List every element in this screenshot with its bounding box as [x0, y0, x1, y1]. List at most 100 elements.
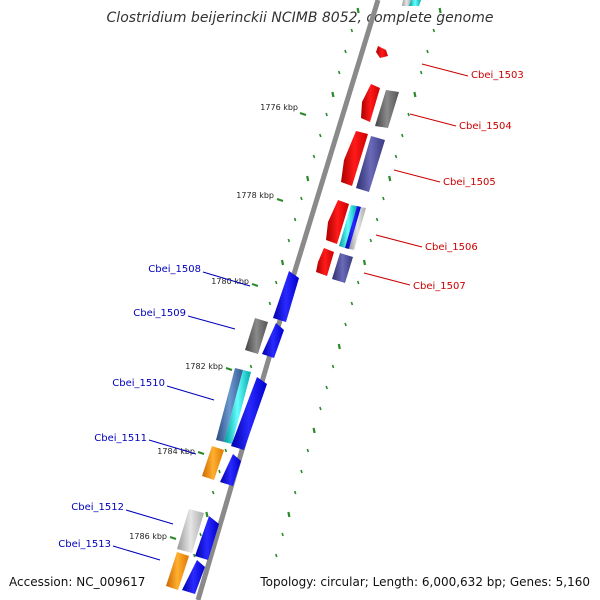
gene-feature-cbei-1512-lgray[interactable]	[177, 509, 204, 553]
scale-tick-label: 1778 kbp	[236, 191, 274, 200]
track-tick	[407, 112, 410, 117]
label-leader	[409, 113, 457, 127]
gene-feature-partial[interactable]	[402, 0, 411, 6]
accession-text: Accession: NC_009617	[9, 575, 145, 589]
track-tick	[419, 70, 423, 75]
track-tick	[319, 133, 322, 138]
scale-tick-label: 1784 kbp	[157, 447, 195, 456]
gene-feature-cbei-1509-blue[interactable]	[262, 323, 284, 358]
track-tick	[281, 532, 284, 537]
gene-feature-partial[interactable]	[409, 0, 421, 6]
gene-feature-cbei-1510-blue[interactable]	[231, 377, 267, 450]
gene-feature-cbei-1510-steel[interactable]	[216, 368, 243, 442]
gene-feature-cbei-1504-red[interactable]	[361, 84, 380, 122]
label-leader	[187, 315, 236, 330]
scale-tick-mark	[299, 112, 307, 116]
track-tick	[344, 49, 347, 54]
gene-feature-cbei-1505-purple[interactable]	[356, 136, 385, 192]
scale-ticks: 1776 kbp 1778 kbp 1780 kbp 1782 kbp 1784…	[129, 103, 307, 541]
track-tick	[306, 448, 310, 453]
track-tick	[325, 112, 328, 117]
label-leader	[421, 63, 469, 77]
gene-feature-cbei-1508-blue[interactable]	[273, 271, 299, 322]
track-tick	[401, 133, 404, 138]
track-tick	[293, 490, 297, 495]
track-tick	[382, 196, 385, 201]
gene-feature-cbei-1511-blue[interactable]	[220, 454, 241, 486]
label-leader	[375, 234, 423, 248]
gene-label-cbei-1505[interactable]: Cbei_1505	[443, 177, 496, 188]
scale-tick-mark	[197, 451, 205, 455]
track-tick	[375, 217, 379, 222]
gene-feature-cbei-1505-red[interactable]	[341, 131, 368, 186]
scale-tick-label: 1782 kbp	[185, 362, 223, 371]
topology-text: Topology: circular; Length: 6,000,632 bp…	[259, 575, 590, 589]
track-tick	[325, 385, 328, 390]
track-tick	[218, 469, 221, 474]
track-tick	[249, 364, 253, 369]
track-tick	[432, 28, 436, 33]
map-title: Clostridium beijerinckii NCIMB 8052, com…	[107, 10, 494, 26]
gene-feature-cbei-1506-lgray[interactable]	[349, 207, 366, 250]
track-tick	[275, 553, 278, 558]
gene-feature-cbei-1511-orange[interactable]	[202, 446, 224, 480]
gene-feature-cbei-1513-blue[interactable]	[182, 560, 205, 594]
track-tick	[293, 217, 297, 222]
track-tick	[280, 259, 285, 266]
track-tick	[388, 175, 392, 182]
track-tick	[350, 301, 354, 306]
scale-tick-label: 1776 kbp	[260, 103, 298, 112]
track-tick	[356, 7, 360, 14]
reverse-strand-features	[166, 271, 299, 594]
track-tick	[394, 154, 398, 159]
track-tick	[306, 175, 310, 182]
track-tick	[287, 511, 291, 518]
gene-label-cbei-1507[interactable]: Cbei_1507	[413, 281, 466, 292]
gene-label-cbei-1508[interactable]: Cbei_1508	[148, 264, 201, 275]
track-tick	[331, 91, 335, 98]
gene-label-cbei-1506[interactable]: Cbei_1506	[425, 242, 478, 253]
gene-feature-cbei-1506-red[interactable]	[326, 200, 349, 244]
scale-tick-label: 1780 kbp	[211, 277, 249, 286]
gene-label-cbei-1504[interactable]: Cbei_1504	[459, 121, 512, 132]
label-leader	[363, 272, 411, 286]
track-tick	[300, 196, 303, 201]
track-tick	[274, 280, 278, 285]
gene-feature-cbei-1507-red[interactable]	[316, 248, 334, 276]
track-tick	[224, 448, 228, 453]
gene-feature-cbei-1506-blue[interactable]	[345, 206, 361, 249]
gene-label-cbei-1513[interactable]: Cbei_1513	[58, 539, 111, 550]
scale-tick-mark	[276, 198, 284, 202]
gene-feature-cbei-1513-orange[interactable]	[166, 552, 189, 590]
track-tick	[331, 364, 335, 369]
label-leader	[112, 545, 161, 561]
gene-feature-cbei-1509-gray[interactable]	[245, 318, 268, 354]
gene-feature-cbei-1506-cyan[interactable]	[339, 205, 357, 248]
track-tick	[369, 238, 373, 243]
track-tick	[337, 343, 341, 350]
track-tick	[205, 511, 209, 518]
track-tick	[300, 469, 303, 474]
track-tick	[356, 280, 360, 285]
gene-feature-cbei-1504-gray[interactable]	[375, 90, 399, 128]
gene-label-cbei-1510[interactable]: Cbei_1510	[112, 378, 165, 389]
gene-feature-cbei-1512-blue[interactable]	[195, 516, 219, 560]
gene-label-cbei-1503[interactable]: Cbei_1503	[471, 70, 524, 81]
gene-feature-small[interactable]	[376, 46, 388, 58]
label-leader	[148, 439, 197, 455]
reverse-gene-labels: Cbei_1508 Cbei_1509 Cbei_1510 Cbei_1511 …	[58, 264, 251, 561]
gene-feature-cbei-1510-cyan[interactable]	[224, 370, 251, 444]
gene-label-cbei-1512[interactable]: Cbei_1512	[71, 502, 124, 513]
track-tick	[268, 301, 272, 306]
forward-gene-labels: Cbei_1503 Cbei_1504 Cbei_1505 Cbei_1506 …	[363, 63, 524, 292]
gene-label-cbei-1509[interactable]: Cbei_1509	[133, 308, 186, 319]
label-leader	[202, 271, 251, 287]
gene-feature-cbei-1507-purple[interactable]	[332, 253, 353, 283]
track-tick	[438, 7, 442, 14]
forward-strand-features	[316, 0, 421, 283]
gene-label-cbei-1511[interactable]: Cbei_1511	[94, 433, 147, 444]
track-tick	[312, 427, 316, 434]
track-tick	[337, 70, 341, 75]
scale-tick-mark	[225, 367, 233, 371]
track-tick	[413, 91, 417, 98]
